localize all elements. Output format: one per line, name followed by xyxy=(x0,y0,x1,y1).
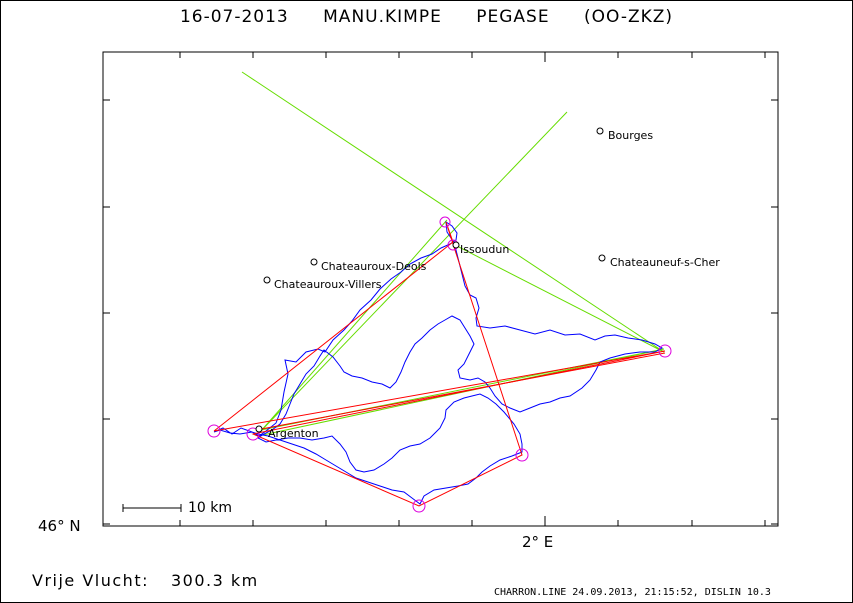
distance-label: Vrije Vlucht: xyxy=(32,571,149,590)
turnpoint-marker xyxy=(439,216,451,228)
place-markers xyxy=(255,127,606,433)
sector-line xyxy=(257,348,665,437)
flight-track xyxy=(213,220,664,505)
place-label-argenton: Argenton xyxy=(268,427,319,440)
task-legs xyxy=(213,221,666,507)
start-finish-lines xyxy=(241,71,665,437)
distance-value: 300.3 km xyxy=(170,571,259,590)
turnpoint-marker xyxy=(515,448,529,462)
track-path xyxy=(213,220,664,505)
turnpoint-marker xyxy=(207,424,221,438)
turnpoint-marker xyxy=(246,427,260,441)
axis-ticks xyxy=(103,52,778,526)
place-marker-chateauroux-deols xyxy=(310,258,318,266)
place-label-chateauroux-villers: Chateauroux-Villers xyxy=(274,278,382,291)
flight-date: 16-07-2013 xyxy=(179,7,289,27)
turnpoints xyxy=(207,216,672,513)
task-leg xyxy=(255,352,666,431)
footer-credit: CHARRON.LINE 24.09.2013, 21:15:52, DISLI… xyxy=(494,587,771,598)
turnpoint-marker xyxy=(412,499,426,513)
place-label-chateauroux-deols: Chateauroux-Deols xyxy=(321,260,427,273)
place-label-issoudun: Issoudun xyxy=(460,243,509,256)
latitude-label: 46° N xyxy=(38,517,81,535)
scale-bar xyxy=(122,504,182,512)
task-path xyxy=(213,221,666,507)
scale-label: 10 km xyxy=(188,500,233,516)
longitude-label: 2° E xyxy=(522,533,554,551)
place-marker-issoudun xyxy=(452,241,460,249)
turnpoint-marker xyxy=(658,344,672,358)
glider-name: PEGASE (OO-ZKZ) xyxy=(476,7,674,27)
pilot-name: MANU.KIMPE xyxy=(323,7,442,27)
place-marker-chateauneuf-s-cher xyxy=(598,254,606,262)
sector-line xyxy=(241,71,665,353)
place-label-bourges: Bourges xyxy=(608,129,653,142)
place-marker-bourges xyxy=(596,127,604,135)
place-label-chateauneuf-s-cher: Chateauneuf-s-Cher xyxy=(610,256,720,269)
place-marker-chateauroux-villers xyxy=(263,276,271,284)
map-border xyxy=(102,51,779,527)
flight-distance: Vrije Vlucht: 300.3 km xyxy=(32,571,259,590)
flight-title: 16-07-2013 MANU.KIMPE PEGASE (OO-ZKZ) xyxy=(0,7,853,27)
place-marker-argenton xyxy=(255,425,263,433)
